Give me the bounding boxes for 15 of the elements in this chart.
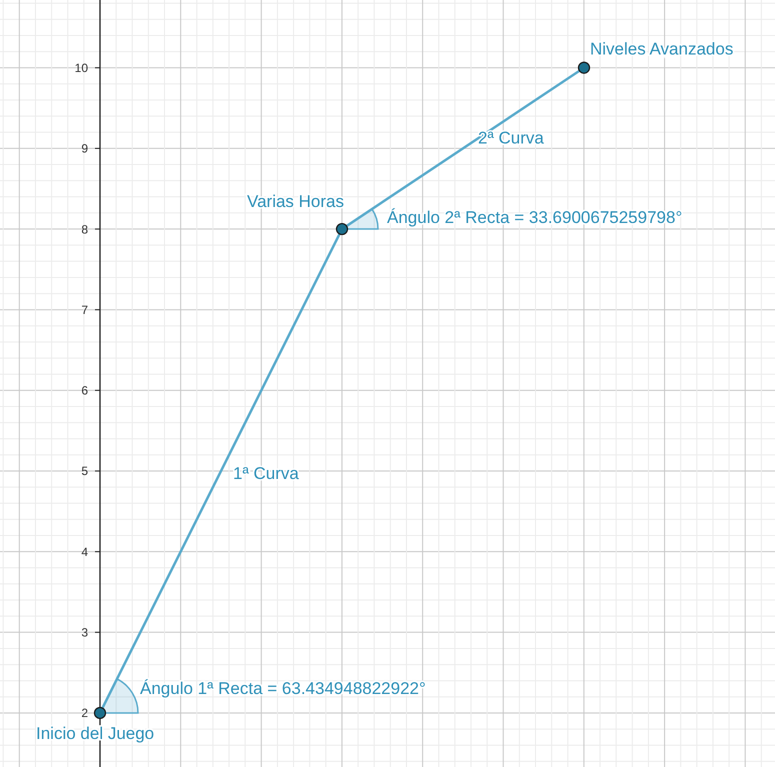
y-tick-label: 5 (81, 464, 88, 478)
y-tick-label: 7 (81, 302, 88, 317)
y-tick-label: 4 (81, 544, 88, 559)
y-tick-label: 6 (81, 384, 88, 398)
annotation: Ángulo 2ª Recta = 33.6900675259798° (387, 208, 682, 228)
y-tick-label: 2 (81, 706, 88, 720)
y-tick-label: 10 (74, 60, 88, 75)
y-tick-label: 3 (81, 626, 88, 640)
y-tick-label: 8 (81, 222, 88, 236)
y-tick-label: 9 (81, 142, 88, 156)
annotation: 2ª Curva (478, 128, 544, 148)
annotation: 1ª Curva (233, 464, 300, 484)
annotation: Ángulo 1ª Recta = 63.434948822922° (140, 678, 426, 698)
annotation: Varias Horas (247, 192, 344, 212)
annotation: Niveles Avanzados (590, 40, 734, 59)
